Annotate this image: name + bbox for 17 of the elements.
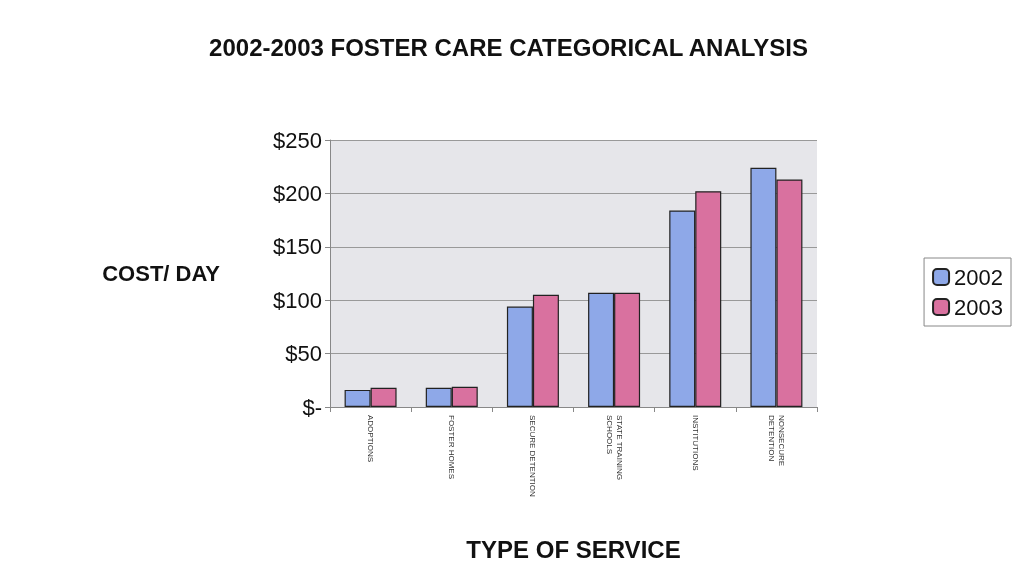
y-axis-title: COST/ DAY	[102, 261, 221, 286]
x-axis-title: TYPE OF SERVICE	[466, 535, 681, 563]
y-tick-label: $200	[273, 180, 322, 206]
x-tick-label: NONSECURE DETENTION	[766, 415, 786, 469]
y-tick-label: $150	[273, 234, 322, 260]
y-tick-label: $50	[285, 341, 322, 367]
legend-label: 2002	[954, 264, 1004, 290]
x-tick-label: STATE TRAINING SCHOOLS	[604, 415, 624, 483]
y-tick-label: $250	[273, 127, 322, 153]
x-tick-label: FOSTER HOMES	[447, 415, 457, 480]
y-tick-label: $100	[273, 287, 322, 313]
x-tick-label: ADOPTIONS	[366, 415, 376, 463]
chart-title: 2002-2003 FOSTER CARE CATEGORICAL ANALYSIS	[209, 33, 808, 61]
x-tick-label: SECURE DETENTION	[528, 415, 538, 498]
y-tick-label: $-	[302, 394, 322, 420]
legend-label: 2003	[954, 294, 1004, 320]
x-tick-label: INSTITUTIONS	[690, 415, 700, 471]
